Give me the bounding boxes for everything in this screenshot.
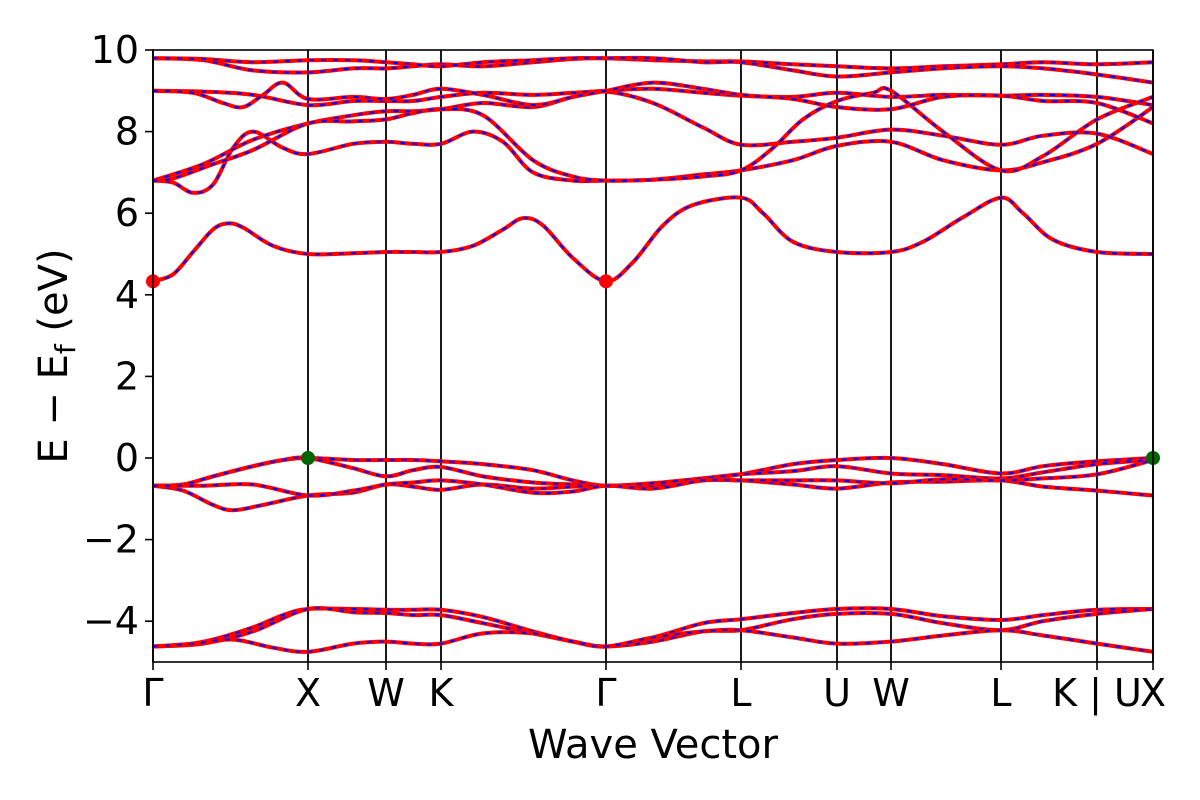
y-tick-label: 8 <box>115 110 139 154</box>
band-line <box>153 477 1153 513</box>
x-tick-label: L <box>990 671 1011 715</box>
plot-background <box>153 50 1153 662</box>
x-tick-label: W <box>367 671 405 715</box>
y-tick-label: 0 <box>115 436 139 480</box>
x-tick-label: X <box>295 671 321 715</box>
y-axis-ticks: −4 −2 0 2 4 6 8 10 <box>83 28 153 643</box>
y-tick-label: 4 <box>115 273 139 317</box>
band-lines <box>153 55 1153 654</box>
y-tick-label: −2 <box>83 518 139 562</box>
band-line-overlay <box>153 106 1153 194</box>
x-tick-label: K | U <box>1052 671 1142 716</box>
band-line-overlay <box>153 607 1153 648</box>
band-line <box>153 627 1153 654</box>
y-tick-label: 2 <box>115 354 139 398</box>
x-tick-label: Γ <box>595 671 616 715</box>
band-line-overlay <box>153 196 1153 283</box>
band-line <box>153 55 1153 85</box>
y-axis-label: E − Ef (eV) <box>31 248 82 463</box>
band-line-overlay <box>153 456 1153 487</box>
y-tick-label: 10 <box>91 28 139 72</box>
vbm-marker <box>301 451 315 465</box>
y-tick-label: −4 <box>83 599 139 643</box>
x-tick-label: W <box>872 671 910 715</box>
cbm-marker <box>599 274 613 289</box>
band-line-overlay <box>153 607 1153 648</box>
x-tick-label: X <box>1140 671 1166 715</box>
x-tick-label: K <box>429 671 455 715</box>
plot-frame <box>152 49 1154 663</box>
y-axis-label-unit: (eV) <box>31 248 77 344</box>
y-axis-label-main: E − E <box>31 354 77 464</box>
x-tick-label: Γ <box>142 671 163 715</box>
band-line-overlay <box>153 87 1153 182</box>
band-line-overlay <box>153 459 1153 497</box>
x-tick-label: L <box>730 671 751 715</box>
x-tick-label: U <box>823 671 851 715</box>
x-axis-label: Wave Vector <box>528 722 779 768</box>
y-tick-label: 6 <box>115 191 139 235</box>
band-line <box>153 80 1153 126</box>
y-axis-label-sub: f <box>49 343 82 354</box>
